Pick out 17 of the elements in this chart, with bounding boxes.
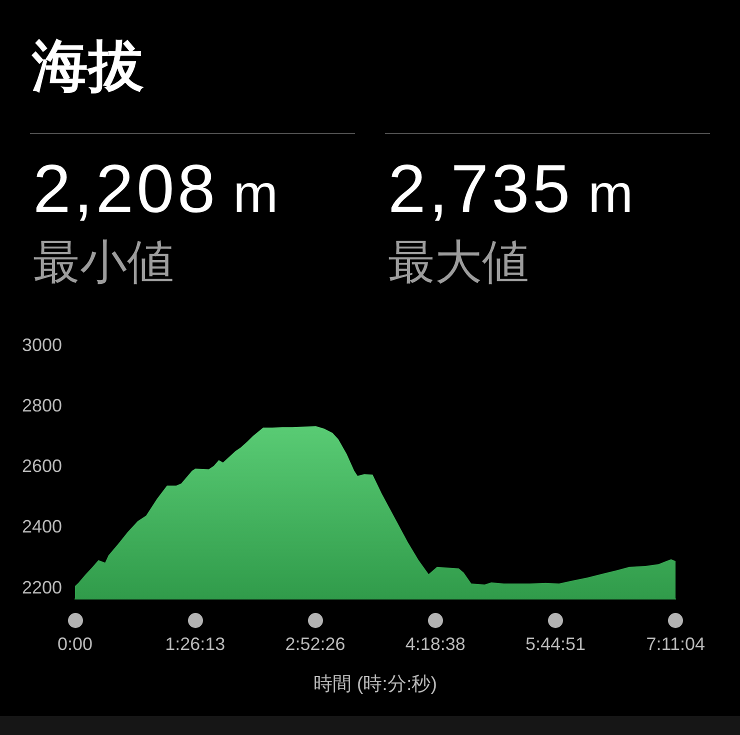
x-tick-label: 1:26:13 <box>165 634 226 654</box>
y-tick-label: 2400 <box>22 516 62 537</box>
y-tick-label: 2600 <box>22 456 62 476</box>
x-tick-label: 5:44:51 <box>525 634 586 654</box>
y-tick-label: 3000 <box>22 334 62 355</box>
text: 最小値 <box>33 235 174 288</box>
x-tick-label: 7:11:04 <box>646 634 706 654</box>
x-tick-label: 4:18:38 <box>405 634 466 654</box>
text: 最大値 <box>388 235 529 288</box>
x-axis-title: 時間 (時:分:秒) <box>314 674 438 695</box>
text: 2,735 m <box>388 151 634 227</box>
x-tick-label: 0:00 <box>57 634 93 654</box>
chart-title: 海拔 <box>32 34 144 97</box>
text: 2,208 m <box>33 151 278 227</box>
y-tick-label: 2800 <box>22 395 62 416</box>
y-tick-label: 2200 <box>22 577 62 598</box>
x-tick-label: 2:52:26 <box>285 634 346 654</box>
